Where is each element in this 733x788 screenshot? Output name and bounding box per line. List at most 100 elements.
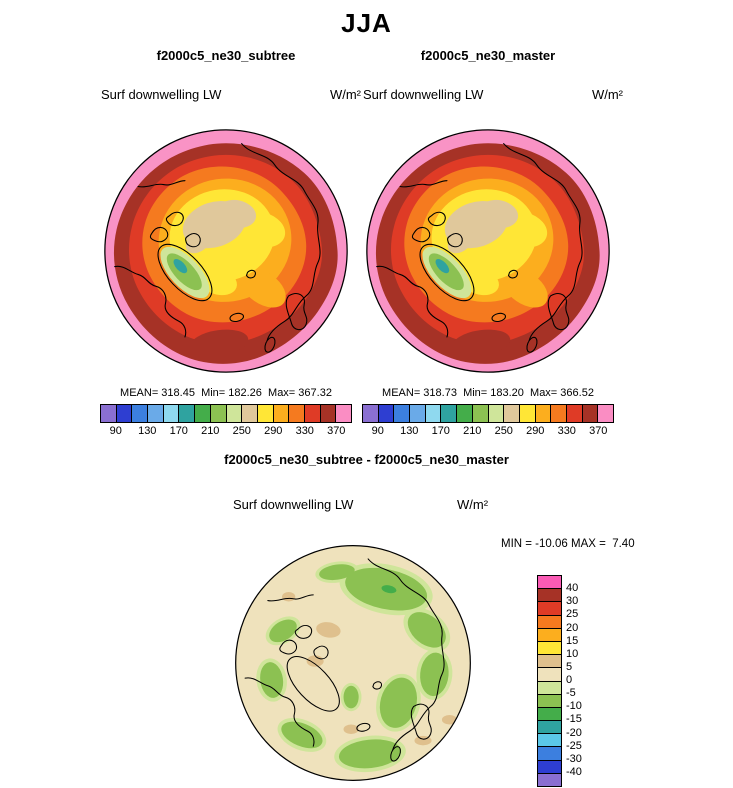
- diff-units-label: W/m²: [457, 497, 489, 512]
- colorbar-swatch: [538, 615, 561, 629]
- colorbar-vertical: [537, 575, 562, 787]
- colorbar-tick-label: 170: [169, 425, 188, 437]
- colorbar-swatch: [457, 405, 473, 422]
- colorbar-tick-label: 210: [463, 425, 482, 437]
- polar-map-subtree: [104, 129, 348, 373]
- panel-title-subtree: f2000c5_ne30_subtree: [156, 48, 296, 63]
- colorbar-horizontal: [100, 404, 352, 423]
- colorbar-swatch: [394, 405, 411, 422]
- colorbar-tick-label: 170: [431, 425, 450, 437]
- colorbar-swatch: [101, 405, 117, 422]
- colorbar-swatch: [179, 405, 196, 422]
- colorbar-swatch: [304, 405, 321, 422]
- units-label: W/m²: [591, 87, 623, 102]
- colorbar-tick-label: 370: [589, 425, 608, 437]
- colorbar-swatch: [116, 405, 133, 422]
- colorbar-value-label: 0: [566, 674, 573, 686]
- colorbar-value-label: -25: [566, 739, 582, 752]
- colorbar-value-label: 20: [566, 621, 579, 634]
- colorbar-swatch: [538, 641, 561, 656]
- colorbar-swatch: [163, 405, 180, 422]
- colorbar-tick-label: 370: [327, 425, 346, 437]
- colorbar-swatch: [538, 681, 561, 695]
- colorbar-swatch: [195, 405, 211, 422]
- colorbar-swatch: [535, 405, 552, 422]
- colorbar-swatch: [538, 628, 561, 642]
- colorbar-tick-label: 130: [400, 425, 419, 437]
- panel-title-master: f2000c5_ne30_master: [420, 48, 556, 63]
- field-label: Surf downwelling LW: [101, 87, 222, 102]
- colorbar-vertical-labels: 40 30 25 20 15 10 5 0 -5 -10 -15 -20 -25 -30 -40: [566, 575, 600, 785]
- colorbar-swatch: [519, 405, 536, 422]
- colorbar-swatch: [538, 707, 561, 722]
- colorbar-swatch: [538, 721, 561, 735]
- colorbar-swatch: [320, 405, 337, 422]
- colorbar-tick-row: 90 130 170 210 250 290 330 370: [100, 425, 352, 439]
- colorbar-tick-label: 90: [371, 425, 384, 437]
- colorbar-swatch: [242, 405, 258, 422]
- colorbar-value-label: -5: [566, 687, 576, 700]
- colorbar-value-label: 40: [566, 582, 579, 595]
- colorbar-swatch: [598, 405, 613, 422]
- colorbar-tick-label: 250: [232, 425, 251, 437]
- colorbar-swatch: [538, 668, 561, 682]
- map-boundary-circle: [366, 129, 610, 373]
- colorbar-swatch: [378, 405, 395, 422]
- colorbar-swatch: [538, 747, 561, 761]
- colorbar-value-label: -10: [566, 700, 582, 713]
- diff-panel-title: f2000c5_ne30_subtree - f2000c5_ne30_mast…: [224, 452, 509, 467]
- colorbar-swatch: [538, 576, 561, 590]
- colorbar-swatch: [363, 405, 379, 422]
- stats-line-subtree: MEAN= 318.45 Min= 182.26 Max= 367.32: [120, 387, 332, 399]
- colorbar-swatch: [551, 405, 567, 422]
- colorbar-swatch: [538, 734, 561, 748]
- colorbar-value-label: 10: [566, 647, 579, 660]
- colorbar-tick-label: 90: [109, 425, 122, 437]
- colorbar-tick-label: 250: [494, 425, 513, 437]
- colorbar-tick-label: 330: [295, 425, 314, 437]
- colorbar-swatch: [566, 405, 583, 422]
- colorbar-swatch: [472, 405, 489, 422]
- diff-field-label: Surf downwelling LW: [233, 497, 354, 512]
- colorbar-value-label: -20: [566, 726, 582, 739]
- polar-map-difference: [235, 545, 471, 781]
- colorbar-swatch: [132, 405, 149, 422]
- colorbar-tick-row: 90 130 170 210 250 290 330 370: [362, 425, 614, 439]
- polar-map-master: [366, 129, 610, 373]
- field-row: Surf downwelling LW W/m²: [101, 87, 361, 102]
- colorbar-value-label: -30: [566, 752, 582, 765]
- field-label: Surf downwelling LW: [363, 87, 484, 102]
- diff-minmax-line: MIN = -10.06 MAX = 7.40: [501, 538, 635, 550]
- colorbar-swatch: [226, 405, 243, 422]
- colorbar-swatch: [441, 405, 458, 422]
- map-boundary-circle: [235, 545, 471, 781]
- colorbar-tick-label: 290: [526, 425, 545, 437]
- colorbar-horizontal: [362, 404, 614, 423]
- colorbar-swatch: [582, 405, 599, 422]
- colorbar-swatch: [210, 405, 227, 422]
- colorbar-swatch: [538, 655, 561, 669]
- map-boundary-circle: [104, 129, 348, 373]
- colorbar-swatch: [336, 405, 351, 422]
- colorbar-value-label: -15: [566, 713, 582, 726]
- colorbar-swatch: [257, 405, 274, 422]
- season-title: JJA: [341, 8, 392, 38]
- colorbar-swatch: [425, 405, 442, 422]
- stats-line-master: MEAN= 318.73 Min= 183.20 Max= 366.52: [382, 387, 594, 399]
- colorbar-tick-label: 210: [201, 425, 220, 437]
- panel-master: f2000c5_ne30_master Surf downwelling LW …: [361, 40, 623, 448]
- colorbar-value-label: -40: [566, 765, 582, 778]
- colorbar-swatch: [538, 773, 561, 786]
- colorbar-swatch: [538, 694, 561, 708]
- colorbar-swatch: [538, 602, 561, 616]
- panel-subtree: f2000c5_ne30_subtree Surf downwelling LW…: [99, 40, 361, 448]
- colorbar-swatch: [410, 405, 426, 422]
- colorbar-value-label: 30: [566, 595, 579, 608]
- field-row: Surf downwelling LW W/m²: [363, 87, 623, 102]
- colorbar-tick-label: 130: [138, 425, 157, 437]
- colorbar-swatch: [504, 405, 520, 422]
- colorbar-swatch: [148, 405, 164, 422]
- colorbar-swatch: [273, 405, 290, 422]
- colorbar-tick-label: 330: [557, 425, 576, 437]
